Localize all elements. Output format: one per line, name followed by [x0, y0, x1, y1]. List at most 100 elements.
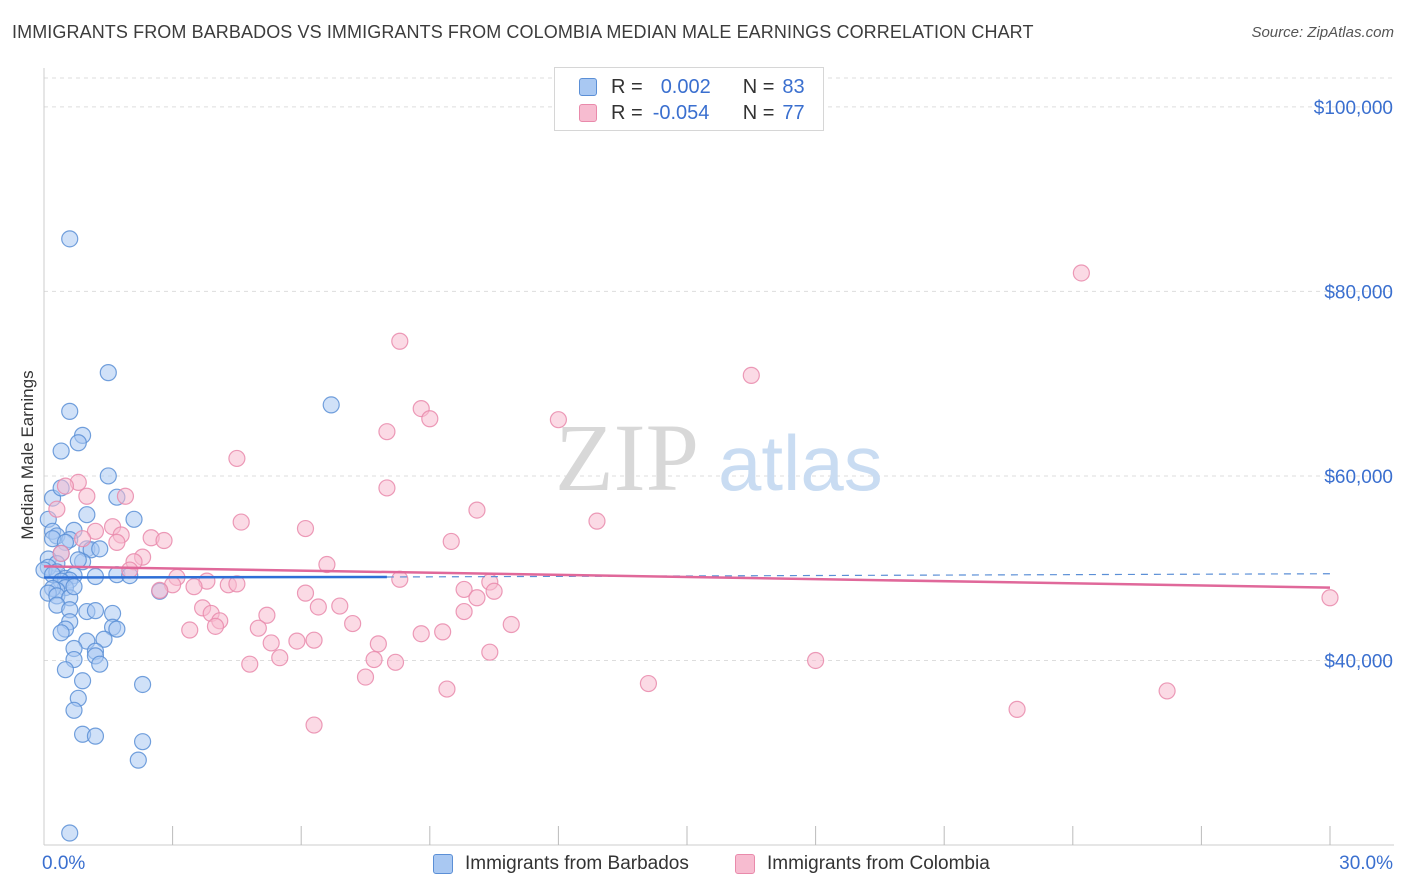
colombia-point: [588, 512, 606, 530]
colombia-point: [228, 449, 246, 468]
barbados-point: [65, 578, 83, 596]
colombia-point: [318, 555, 336, 574]
barbados-point: [65, 701, 83, 719]
y-tick-label: $60,000: [1324, 467, 1393, 488]
barbados-point: [69, 551, 87, 569]
colombia-point: [206, 617, 225, 635]
colombia-point: [481, 643, 499, 661]
colombia-point: [455, 580, 473, 599]
colombia-point: [121, 561, 139, 579]
colombia-point: [421, 410, 439, 428]
chart-title: IMMIGRANTS FROM BARBADOS VS IMMIGRANTS F…: [12, 22, 1034, 42]
colombia-swatch: [579, 104, 597, 122]
x-tick-label: 0.0%: [42, 853, 85, 874]
legend-n-value: 83: [782, 75, 805, 98]
colombia-point: [151, 581, 169, 599]
colombia-point: [391, 332, 409, 350]
barbados-point: [52, 624, 70, 642]
barbados-point: [133, 733, 152, 751]
correlation-legend: R = 0.002 N = 83 R = -0.054 N = 77: [554, 67, 824, 131]
barbados-point: [61, 230, 79, 248]
barbados-point: [91, 655, 109, 673]
colombia-point: [485, 582, 503, 600]
colombia-point: [271, 649, 289, 667]
colombia-point: [86, 522, 105, 540]
legend-n-value: 77: [782, 101, 805, 124]
colombia-point: [331, 597, 349, 615]
data-points: [35, 230, 1339, 842]
bottom-legend-colombia[interactable]: Immigrants from Colombia: [735, 852, 990, 876]
barbados-point: [108, 620, 126, 638]
barbados-point: [61, 824, 79, 842]
barbados-point: [129, 751, 147, 769]
barbados-point: [61, 402, 79, 420]
colombia-point: [48, 500, 66, 518]
colombia-point: [305, 716, 323, 734]
barbados-point: [125, 510, 143, 528]
colombia-point: [296, 519, 315, 538]
legend-r-label: R =: [611, 101, 643, 124]
legend-row-barbados: R = 0.002 N = 83: [579, 74, 805, 100]
colombia-point: [442, 532, 460, 551]
colombia-point: [438, 680, 456, 698]
colombia-point: [386, 653, 405, 671]
colombia-point: [241, 655, 259, 673]
colombia-point: [258, 606, 276, 624]
colombia-point: [78, 487, 96, 505]
colombia-point: [108, 533, 126, 551]
colombia-point: [309, 598, 327, 616]
colombia-point: [434, 623, 452, 641]
tick-labels: $40,000 $60,000 $80,000 $100,000 0.0% 30.0% Me…: [18, 98, 1393, 874]
colombia-point: [549, 411, 568, 429]
y-axis-title: Median Male Earnings: [18, 370, 37, 539]
barbados-point: [73, 672, 92, 690]
legend-n-label: N =: [742, 101, 775, 124]
colombia-point: [412, 625, 430, 643]
colombia-point: [468, 589, 486, 607]
barbados-point: [86, 727, 105, 745]
colombia-point: [378, 479, 396, 497]
barbados-point: [78, 506, 96, 524]
barbados-point: [52, 442, 70, 460]
colombia-point: [639, 674, 658, 693]
colombia-point: [1072, 264, 1090, 282]
colombia-point: [806, 651, 825, 670]
source-label: Source: ZipAtlas.com: [1251, 24, 1394, 41]
axes: [43, 68, 1394, 846]
colombia-swatch: [735, 854, 755, 874]
gridlines: [44, 77, 1394, 661]
colombia-point: [155, 531, 173, 550]
colombia-point: [116, 487, 135, 505]
legend-r-value: 0.002: [660, 75, 711, 98]
barbados-point: [99, 467, 117, 485]
barbados-trend-extension: [386, 573, 1331, 578]
barbados-point: [91, 540, 109, 558]
barbados-point: [99, 364, 117, 382]
x-tick-label: 30.0%: [1339, 853, 1393, 874]
colombia-point: [232, 513, 250, 531]
colombia-point: [391, 570, 409, 588]
barbados-point: [133, 675, 152, 694]
colombia-point: [262, 634, 280, 652]
bottom-legend-colombia-label: Immigrants from Colombia: [767, 853, 990, 874]
colombia-point: [228, 575, 246, 593]
colombia-point: [73, 530, 92, 548]
colombia-point: [185, 578, 203, 596]
colombia-point: [1321, 589, 1339, 607]
colombia-point: [305, 631, 323, 649]
watermark-atlas: atlas: [718, 419, 883, 507]
legend-n-label: N =: [742, 75, 775, 98]
colombia-point: [455, 602, 473, 621]
colombia-point: [378, 423, 396, 441]
barbados-point: [69, 434, 87, 452]
legend-row-colombia: R = -0.054 N = 77: [579, 100, 805, 126]
bottom-legend-barbados[interactable]: Immigrants from Barbados: [433, 852, 689, 876]
colombia-point: [742, 366, 760, 384]
y-tick-label: $40,000: [1324, 651, 1393, 672]
colombia-point: [181, 621, 199, 639]
trend-lines: [43, 565, 1331, 589]
barbados-point: [322, 396, 340, 414]
colombia-trend-line: [43, 565, 1331, 589]
colombia-point: [56, 477, 75, 495]
colombia-point: [502, 615, 520, 634]
